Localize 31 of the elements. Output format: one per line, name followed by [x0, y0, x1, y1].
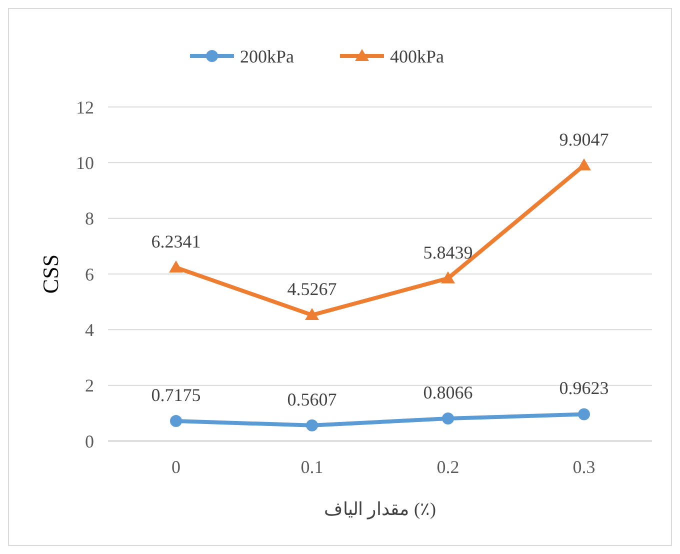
data-label: 0.5607	[287, 389, 337, 410]
y-tick-label: 4	[85, 320, 94, 340]
x-tick-label: 0	[172, 457, 180, 477]
point	[577, 158, 591, 170]
legend-label: 400kPa	[390, 46, 444, 66]
point	[578, 408, 590, 420]
y-tick-label: 10	[76, 152, 94, 173]
x-tick-label: 0.2	[436, 457, 460, 477]
y-axis-title: CSS	[38, 254, 63, 294]
y-tick-label: 8	[85, 208, 94, 229]
data-label: 4.5267	[287, 279, 337, 300]
data-label: 5.8439	[423, 242, 473, 262]
data-label: 0.9623	[559, 378, 609, 398]
y-tick-label: 12	[76, 97, 94, 118]
data-label: 9.9047	[559, 129, 609, 150]
point	[170, 415, 182, 428]
x-axis-title: مقدار الیاف (٪)	[324, 499, 436, 520]
y-tick-label: 2	[85, 376, 94, 396]
legend-label: 200kPa	[240, 46, 294, 66]
data-label: 0.8066	[423, 382, 473, 403]
point	[305, 308, 319, 320]
x-tick-label: 0.1	[300, 457, 324, 477]
y-tick-label: 0	[85, 431, 94, 452]
point	[442, 412, 454, 425]
y-tick-label: 6	[85, 264, 94, 284]
point	[306, 419, 318, 432]
point	[169, 260, 183, 272]
point	[441, 271, 455, 284]
data-label: 6.2341	[151, 231, 201, 252]
x-tick-label: 0.3	[572, 457, 596, 477]
data-label: 0.7175	[151, 385, 201, 406]
